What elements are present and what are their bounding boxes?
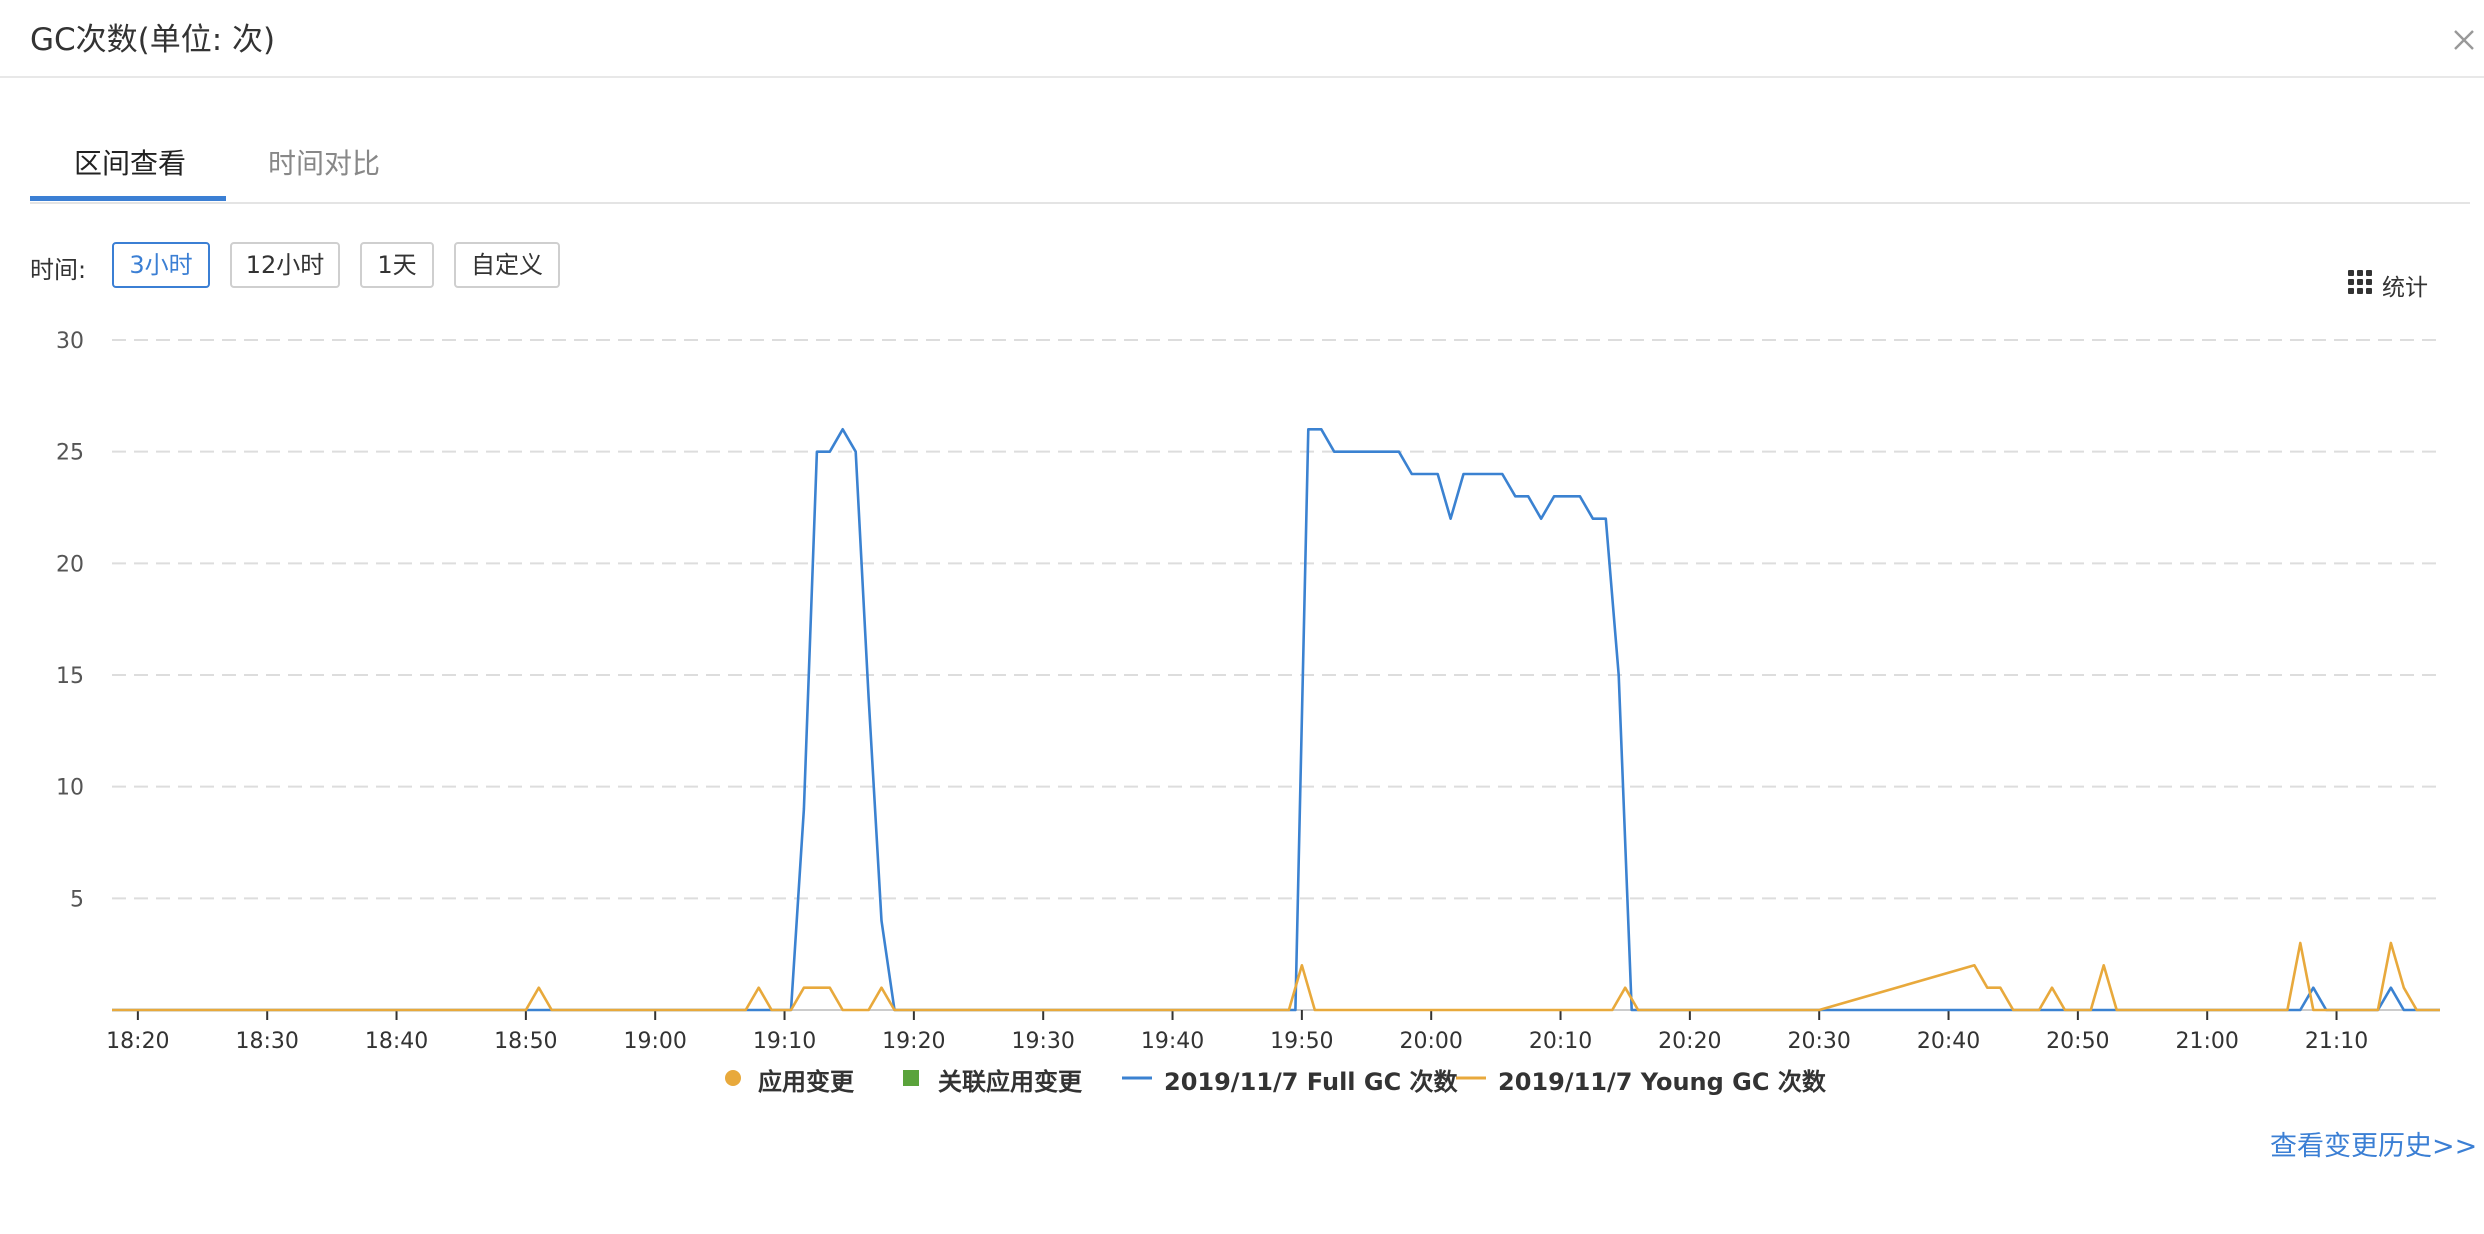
stats-label: 统计: [2382, 275, 2428, 301]
time-option-1d[interactable]: 1天: [360, 242, 434, 288]
y-tick-label: 5: [70, 887, 84, 912]
y-tick-label: 15: [56, 664, 84, 689]
x-tick-label: 18:50: [494, 1029, 557, 1054]
gc-count-chart: 5 10 15 20 25 30 18:20 18:30 18:40 18:50 19:00 19:1…: [56, 329, 2440, 1054]
tab-active-indicator: [30, 196, 226, 201]
dialog-title: GC次数(单位: 次): [30, 22, 276, 58]
x-tick-label: 20:30: [1787, 1029, 1850, 1054]
chart-legend: 应用变更 关联应用变更 2019/11/7 Full GC 次数 2019/11…: [0, 1058, 2484, 1098]
legend-square-marker: [903, 1070, 919, 1086]
x-tick-label: 18:20: [106, 1029, 169, 1054]
tab-time-compare[interactable]: 时间对比: [268, 147, 381, 180]
close-icon[interactable]: [2446, 22, 2482, 58]
tab-bar: 区间查看 时间对比: [30, 120, 2470, 204]
x-tick-label: 21:00: [2175, 1029, 2238, 1054]
view-change-history-link[interactable]: 查看变更历史>>: [2270, 1131, 2478, 1162]
x-tick-label: 20:40: [1917, 1029, 1980, 1054]
dialog-header: GC次数(单位: 次): [0, 0, 2484, 78]
x-tick-label: 21:10: [2305, 1029, 2368, 1054]
time-option-3h[interactable]: 3小时: [112, 242, 210, 288]
legend-line-marker: [1122, 1076, 1152, 1080]
x-tick-label: 20:00: [1399, 1029, 1462, 1054]
y-tick-label: 30: [56, 329, 84, 354]
x-tick-label: 20:50: [2046, 1029, 2109, 1054]
x-tick-label: 19:20: [882, 1029, 945, 1054]
x-tick-label: 19:10: [753, 1029, 816, 1054]
y-tick-label: 10: [56, 776, 84, 801]
series-line-full-gc: [112, 428, 2440, 1012]
legend-line-marker: [1456, 1076, 1486, 1080]
x-tick-label: 19:00: [623, 1029, 686, 1054]
time-option-custom[interactable]: 自定义: [454, 242, 560, 288]
legend-circle-marker: [725, 1070, 741, 1086]
x-tick-label: 20:10: [1529, 1029, 1592, 1054]
grid-icon: [2348, 270, 2372, 294]
time-option-12h[interactable]: 12小时: [230, 242, 340, 288]
x-tick-label: 20:20: [1658, 1029, 1721, 1054]
x-tick-label: 19:40: [1141, 1029, 1204, 1054]
y-tick-label: 25: [56, 441, 84, 466]
time-range-label: 时间:: [30, 256, 87, 284]
tab-range-view[interactable]: 区间查看: [74, 147, 187, 180]
x-tick-label: 18:40: [365, 1029, 428, 1054]
x-tick-label: 18:30: [235, 1029, 298, 1054]
x-tick-label: 19:30: [1011, 1029, 1074, 1054]
series-line-young-gc: [112, 941, 2440, 1012]
x-tick-label: 19:50: [1270, 1029, 1333, 1054]
y-tick-label: 20: [56, 552, 84, 577]
